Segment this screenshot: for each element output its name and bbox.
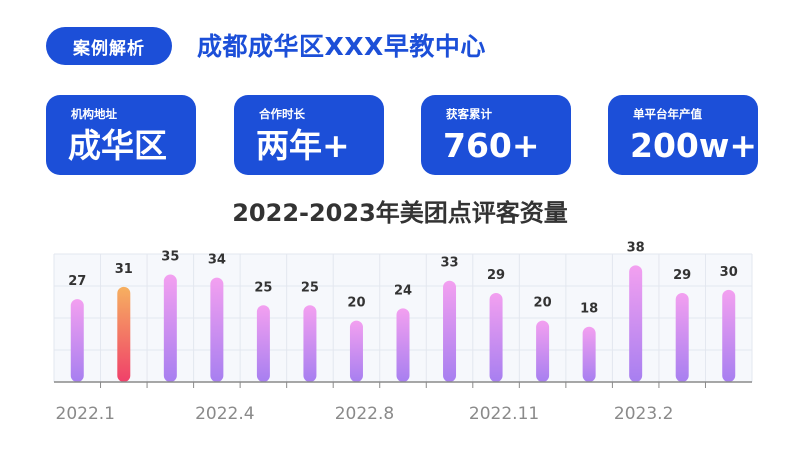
x-tick-label: 2022.8 [335,404,394,424]
bar-value-label: 34 [208,253,226,268]
bar-value-label: 27 [68,274,86,289]
bar [489,292,503,382]
bar [536,320,550,382]
stat-card-annual-output: 单平台年产值 200w+ [608,95,758,175]
stat-value: 成华区 [68,126,167,165]
x-tick-label: 2022.4 [195,404,254,424]
bar [396,308,410,382]
bar [163,274,177,382]
bar-value-label: 29 [673,268,691,283]
bar-value-label: 18 [580,302,598,317]
bar-value-label: 31 [115,262,133,277]
bar-value-label: 25 [301,280,319,295]
bar [582,326,596,382]
stat-card-address: 机构地址 成华区 [46,95,196,175]
bar-value-label: 20 [534,296,552,311]
bar [210,277,224,382]
x-tick-label: 2023.2 [614,404,673,424]
bar-value-label: 24 [394,283,412,298]
stat-label: 获客累计 [446,107,492,121]
case-analysis-tag: 案例解析 [46,27,172,65]
stat-label: 合作时长 [259,107,305,121]
x-tick-label: 2022.11 [469,404,539,424]
bar [349,320,363,382]
stat-card-customers: 获客累计 760+ [421,95,571,175]
bar [117,286,131,382]
x-tick-label: 2022.1 [56,404,115,424]
bar [70,299,84,382]
bar [629,265,643,382]
bar-value-label: 29 [487,268,505,283]
bar-value-label: 33 [440,256,458,271]
chart-title: 2022-2023年美团点评客资量 [232,199,568,227]
stat-label: 单平台年产值 [633,107,702,121]
bar-value-label: 25 [254,280,272,295]
bar [722,289,736,382]
stat-value: 760+ [443,126,540,165]
bar [443,280,457,382]
stat-label: 机构地址 [71,107,117,121]
bar-value-label: 38 [627,240,645,255]
page-title: 成都成华区XXX早教中心 [197,32,486,61]
bar [675,292,689,382]
bar [256,305,270,382]
bar-value-label: 35 [161,250,179,265]
stat-card-duration: 合作时长 两年+ [234,95,384,175]
stat-value: 200w+ [630,126,758,165]
bar [303,305,317,382]
bar-value-label: 20 [347,296,365,311]
stat-value: 两年+ [256,126,350,165]
bar-value-label: 30 [720,265,738,280]
